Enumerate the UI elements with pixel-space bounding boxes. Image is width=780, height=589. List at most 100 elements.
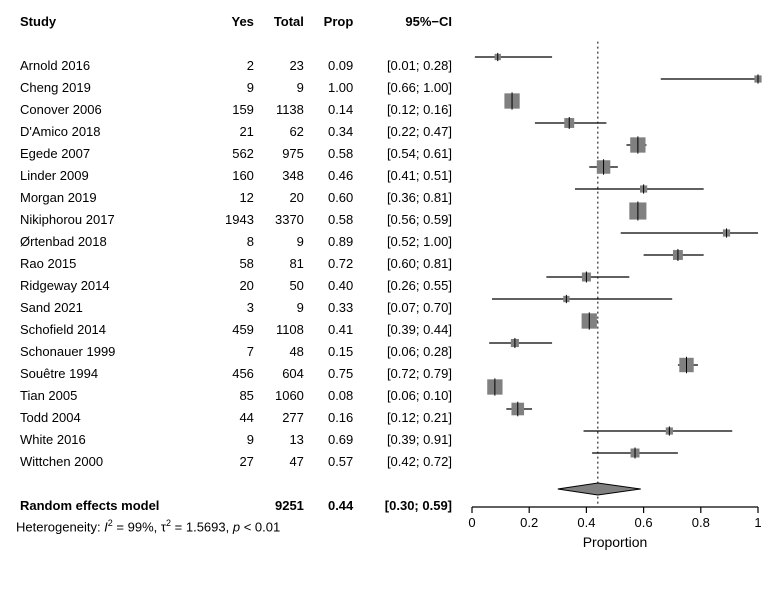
- forest-table-area: Study Yes Total Prop 95%−CI Arnold 20162…: [16, 10, 456, 534]
- forest-plot-area: 00.20.40.60.81Proportion: [462, 10, 768, 570]
- table-row: Souêtre 19944566040.75[0.72; 0.79]: [16, 362, 456, 384]
- study-ci: [0.52; 1.00]: [357, 230, 456, 252]
- table-row: D'Amico 201821620.34[0.22; 0.47]: [16, 120, 456, 142]
- study-yes: 9: [209, 428, 257, 450]
- study-ci: [0.06; 0.10]: [357, 384, 456, 406]
- x-tick-label: 0.2: [520, 515, 538, 530]
- table-row: Cheng 2019991.00[0.66; 1.00]: [16, 76, 456, 98]
- study-yes: 21: [209, 120, 257, 142]
- study-ci: [0.39; 0.44]: [357, 318, 456, 340]
- study-yes: 7: [209, 340, 257, 362]
- study-ci: [0.12; 0.16]: [357, 98, 456, 120]
- study-total: 975: [258, 142, 308, 164]
- study-ci: [0.60; 0.81]: [357, 252, 456, 274]
- forest-table: Study Yes Total Prop 95%−CI Arnold 20162…: [16, 10, 456, 516]
- study-name: Ridgeway 2014: [16, 274, 209, 296]
- study-ci: [0.01; 0.28]: [357, 54, 456, 76]
- study-prop: 0.72: [308, 252, 357, 274]
- study-name: Arnold 2016: [16, 54, 209, 76]
- study-total: 277: [258, 406, 308, 428]
- study-prop: 0.60: [308, 186, 357, 208]
- header-row: Study Yes Total Prop 95%−CI: [16, 10, 456, 32]
- study-ci: [0.26; 0.55]: [357, 274, 456, 296]
- table-row: Wittchen 200027470.57[0.42; 0.72]: [16, 450, 456, 472]
- study-prop: 0.57: [308, 450, 357, 472]
- summary-total: 9251: [258, 494, 308, 516]
- study-prop: 0.46: [308, 164, 357, 186]
- study-yes: 159: [209, 98, 257, 120]
- x-axis-title: Proportion: [583, 534, 648, 550]
- study-ci: [0.07; 0.70]: [357, 296, 456, 318]
- study-yes: 456: [209, 362, 257, 384]
- table-row: Rao 201558810.72[0.60; 0.81]: [16, 252, 456, 274]
- study-yes: 44: [209, 406, 257, 428]
- summary-diamond: [558, 483, 641, 495]
- study-name: Conover 2006: [16, 98, 209, 120]
- study-yes: 1943: [209, 208, 257, 230]
- study-prop: 0.33: [308, 296, 357, 318]
- study-name: Morgan 2019: [16, 186, 209, 208]
- study-prop: 0.34: [308, 120, 357, 142]
- study-yes: 27: [209, 450, 257, 472]
- study-name: Egede 2007: [16, 142, 209, 164]
- study-total: 23: [258, 54, 308, 76]
- forest-plot-svg: 00.20.40.60.81Proportion: [462, 10, 768, 570]
- study-name: Todd 2004: [16, 406, 209, 428]
- table-row: Arnold 20162230.09[0.01; 0.28]: [16, 54, 456, 76]
- table-row: Ørtenbad 2018890.89[0.52; 1.00]: [16, 230, 456, 252]
- study-prop: 0.58: [308, 142, 357, 164]
- study-name: Linder 2009: [16, 164, 209, 186]
- study-name: Schonauer 1999: [16, 340, 209, 362]
- spacer-row: [16, 472, 456, 494]
- study-name: Tian 2005: [16, 384, 209, 406]
- study-total: 48: [258, 340, 308, 362]
- table-row: Sand 2021390.33[0.07; 0.70]: [16, 296, 456, 318]
- header-prop: Prop: [308, 10, 357, 32]
- study-yes: 3: [209, 296, 257, 318]
- study-name: Cheng 2019: [16, 76, 209, 98]
- study-yes: 12: [209, 186, 257, 208]
- study-total: 20: [258, 186, 308, 208]
- summary-ci: [0.30; 0.59]: [357, 494, 456, 516]
- study-total: 9: [258, 230, 308, 252]
- study-prop: 1.00: [308, 76, 357, 98]
- study-yes: 562: [209, 142, 257, 164]
- study-total: 1138: [258, 98, 308, 120]
- x-tick-label: 0.4: [577, 515, 595, 530]
- study-name: White 2016: [16, 428, 209, 450]
- study-name: Schofield 2014: [16, 318, 209, 340]
- heterogeneity-text: Heterogeneity: I2 = 99%, τ2 = 1.5693, p …: [16, 518, 456, 534]
- study-total: 50: [258, 274, 308, 296]
- study-ci: [0.72; 0.79]: [357, 362, 456, 384]
- study-ci: [0.66; 1.00]: [357, 76, 456, 98]
- header-total: Total: [258, 10, 308, 32]
- study-total: 1108: [258, 318, 308, 340]
- study-prop: 0.08: [308, 384, 357, 406]
- study-ci: [0.56; 0.59]: [357, 208, 456, 230]
- table-row: Todd 2004442770.16[0.12; 0.21]: [16, 406, 456, 428]
- study-total: 9: [258, 76, 308, 98]
- study-prop: 0.75: [308, 362, 357, 384]
- study-name: Wittchen 2000: [16, 450, 209, 472]
- study-name: Souêtre 1994: [16, 362, 209, 384]
- spacer-row: [16, 32, 456, 54]
- study-prop: 0.15: [308, 340, 357, 362]
- study-total: 47: [258, 450, 308, 472]
- study-prop: 0.40: [308, 274, 357, 296]
- study-yes: 2: [209, 54, 257, 76]
- header-yes: Yes: [209, 10, 257, 32]
- table-row: Conover 200615911380.14[0.12; 0.16]: [16, 98, 456, 120]
- study-yes: 8: [209, 230, 257, 252]
- study-ci: [0.54; 0.61]: [357, 142, 456, 164]
- study-yes: 160: [209, 164, 257, 186]
- study-prop: 0.89: [308, 230, 357, 252]
- study-ci: [0.41; 0.51]: [357, 164, 456, 186]
- study-ci: [0.39; 0.91]: [357, 428, 456, 450]
- study-prop: 0.58: [308, 208, 357, 230]
- study-ci: [0.12; 0.21]: [357, 406, 456, 428]
- study-prop: 0.09: [308, 54, 357, 76]
- table-row: White 20169130.69[0.39; 0.91]: [16, 428, 456, 450]
- study-total: 1060: [258, 384, 308, 406]
- table-row: Linder 20091603480.46[0.41; 0.51]: [16, 164, 456, 186]
- x-tick-label: 0.6: [635, 515, 653, 530]
